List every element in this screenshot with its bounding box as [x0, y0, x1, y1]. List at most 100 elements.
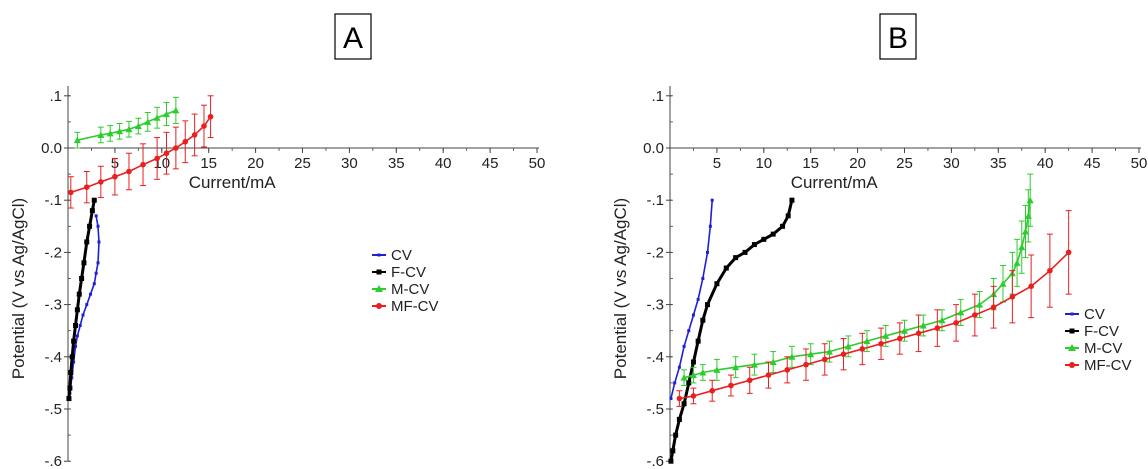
data-point [878, 340, 884, 347]
data-point [682, 344, 686, 348]
x-tick-label: 25 [294, 155, 311, 172]
data-point [1024, 212, 1032, 219]
data-point [201, 123, 207, 129]
y-tick-label: -.5 [646, 401, 664, 418]
data-point [97, 240, 101, 244]
data-point [709, 387, 716, 394]
legend-marker [377, 253, 381, 257]
data-point [125, 125, 133, 133]
data-point [844, 342, 852, 350]
data-point [897, 335, 903, 342]
data-point [81, 313, 85, 317]
data-point [76, 291, 82, 297]
legend-marker [375, 285, 383, 292]
x-tick-label: 20 [849, 155, 866, 172]
legend-marker [1068, 344, 1076, 351]
data-point [713, 366, 721, 373]
data-point [67, 385, 73, 391]
data-point [680, 374, 688, 381]
y-tick-label: -.5 [44, 401, 62, 418]
data-point [670, 448, 676, 454]
x-tick-label: 25 [896, 155, 913, 172]
x-tick-label: 50 [1131, 155, 1148, 172]
data-point [172, 106, 180, 114]
data-point [784, 367, 791, 373]
data-point [92, 282, 96, 286]
x-tick-label: 30 [341, 155, 358, 172]
data-point [733, 255, 739, 261]
data-point [708, 224, 712, 228]
x-tick-label: 35 [388, 155, 405, 172]
y-tick-label: -.4 [646, 349, 664, 366]
data-point [723, 265, 729, 271]
data-point [116, 127, 124, 135]
series-M-CV [73, 96, 180, 149]
data-point [673, 432, 679, 438]
data-point [840, 351, 847, 357]
data-point [84, 239, 90, 245]
x-tick-label: 40 [1037, 155, 1054, 172]
data-point [691, 313, 695, 317]
data-point [788, 353, 796, 360]
data-point [73, 322, 79, 328]
data-point [91, 197, 97, 203]
data-point [953, 320, 959, 326]
x-axis-label: Current/mA [189, 173, 277, 192]
legend-label: F-CV [391, 264, 426, 281]
data-point [96, 261, 100, 265]
data-point [74, 344, 78, 348]
data-point [74, 307, 80, 313]
data-point [681, 401, 687, 407]
data-point [98, 179, 104, 185]
series-line [67, 199, 96, 399]
data-point [901, 327, 908, 334]
data-point [882, 332, 890, 339]
data-point [73, 136, 81, 144]
y-tick-label: -.3 [44, 297, 62, 314]
data-point [106, 129, 114, 137]
data-point [85, 303, 89, 307]
data-point [689, 371, 697, 379]
data-point [957, 308, 965, 316]
data-point [785, 213, 791, 219]
legend-label: M-CV [391, 281, 429, 298]
y-tick-label: -.2 [44, 244, 62, 261]
series-F-CV [66, 197, 97, 402]
chart-panel-B: B .1 0.0 -.1 -.2 -.3 -.4 -.5 -.6 5 10 15 20 25 30 35 40 4… [611, 13, 1148, 469]
data-point [696, 297, 700, 301]
data-point [1028, 283, 1034, 290]
x-tick-label: 40 [435, 155, 452, 172]
data-point [72, 360, 76, 364]
legend-marker [1069, 328, 1075, 334]
data-point [750, 361, 758, 368]
x-tick-label: 5 [713, 155, 721, 172]
data-point [162, 110, 170, 118]
data-point [780, 223, 786, 229]
data-point [87, 223, 93, 229]
data-point [728, 382, 734, 389]
data-point [1022, 228, 1030, 235]
data-point [746, 377, 753, 384]
data-point [94, 214, 98, 218]
data-point [173, 145, 179, 151]
data-point [690, 393, 697, 399]
data-point [761, 236, 767, 242]
data-point [89, 292, 93, 296]
y-tick-label: -.6 [646, 453, 664, 469]
legend-label: MF-CV [1084, 357, 1132, 374]
data-point [68, 369, 74, 375]
x-tick-label: 50 [529, 155, 546, 172]
data-point [677, 365, 681, 369]
data-point [68, 189, 74, 196]
data-point [807, 350, 815, 358]
x-tick-label: 20 [247, 155, 264, 172]
legend-label: M-CV [1084, 340, 1122, 357]
data-point [134, 122, 142, 130]
x-tick-label: 15 [200, 155, 217, 172]
data-point [765, 372, 772, 378]
data-point [789, 197, 795, 203]
series-F-CV [668, 197, 795, 464]
chart-panel-A: A.10.0-.1-.2-.3-.4-.5-.65 10 15 20 25 30 35 40 4… [9, 13, 546, 469]
